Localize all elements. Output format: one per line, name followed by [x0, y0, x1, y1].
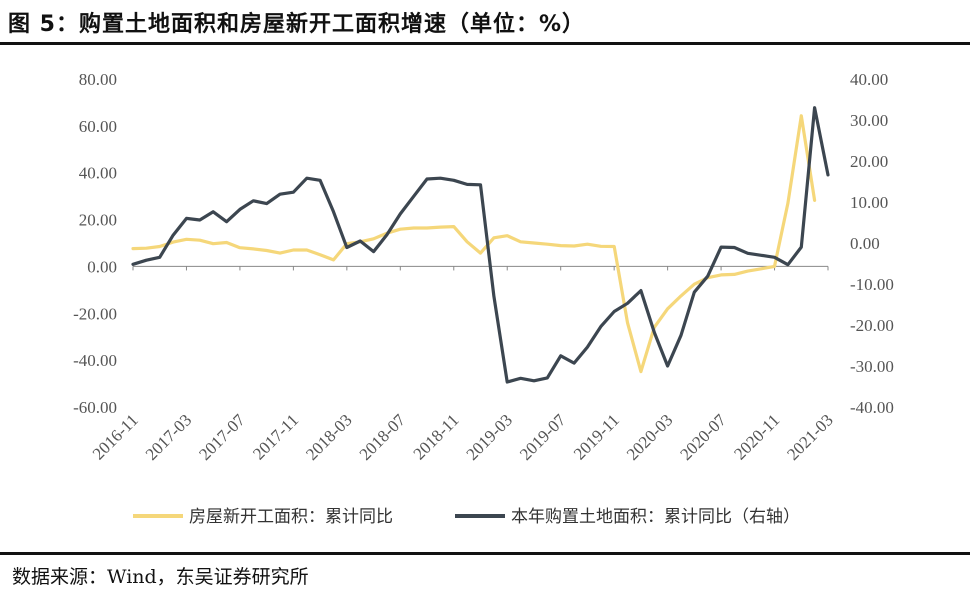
x-tick-label: 2020-11	[730, 410, 783, 463]
series-line-2	[131, 106, 830, 384]
right-tick-label: -20.00	[850, 316, 894, 335]
series-line-1	[131, 114, 817, 374]
x-tick-label: 2020-03	[623, 410, 677, 464]
top-rule	[0, 42, 970, 45]
chart-title: 图 5：购置土地面积和房屋新开工面积增速（单位：%）	[8, 12, 586, 37]
x-tick-label: 2017-11	[249, 410, 302, 463]
legend-label-1: 房屋新开工面积：累计同比	[189, 507, 393, 527]
right-axis-labels: -40.00 -30.00 -20.00 -10.00 0.00 10.00 20.00 30…	[850, 70, 894, 417]
series-layer	[131, 106, 830, 384]
legend-label-2: 本年购置土地面积：累计同比（右轴）	[511, 507, 800, 527]
right-tick-label: 20.00	[850, 152, 888, 171]
right-tick-label: 0.00	[850, 234, 880, 253]
left-tick-label: 40.00	[79, 164, 117, 183]
right-tick-label: 40.00	[850, 70, 888, 89]
x-tick-label: 2021-03	[783, 410, 837, 464]
bottom-rule	[0, 552, 970, 555]
right-tick-label: 10.00	[850, 193, 888, 212]
source-note: 数据来源：Wind，东吴证券研究所	[12, 566, 309, 588]
x-tick-label: 2017-03	[142, 410, 196, 464]
legend: 房屋新开工面积：累计同比 本年购置土地面积：累计同比（右轴）	[133, 507, 800, 527]
line-chart: -60.00 -40.00 -20.00 0.00 20.00 40.00 60.00 80.…	[73, 70, 894, 527]
left-tick-label: 80.00	[79, 70, 117, 89]
left-tick-label: -40.00	[73, 351, 117, 370]
x-axis: 2016-11 2017-03 2017-07 2017-11 2018-03 2018-…	[89, 265, 837, 464]
x-tick-label: 2018-11	[410, 410, 463, 463]
x-tick-label: 2019-07	[516, 410, 570, 464]
left-tick-label: 0.00	[87, 257, 117, 276]
left-tick-label: -20.00	[73, 304, 117, 323]
x-tick-label: 2019-11	[570, 410, 623, 463]
right-tick-label: -10.00	[850, 275, 894, 294]
right-tick-label: -30.00	[850, 357, 894, 376]
x-tick-label: 2017-07	[195, 410, 249, 464]
x-tick-label: 2016-11	[89, 410, 142, 463]
right-tick-label: 30.00	[850, 111, 888, 130]
x-tick-label: 2019-03	[463, 410, 517, 464]
x-tick-label: 2020-07	[676, 410, 730, 464]
x-tick-label: 2018-03	[302, 410, 356, 464]
left-tick-label: -60.00	[73, 398, 117, 417]
left-tick-label: 20.00	[79, 211, 117, 230]
right-tick-label: -40.00	[850, 398, 894, 417]
x-tick-label: 2018-07	[356, 410, 410, 464]
left-axis-labels: -60.00 -40.00 -20.00 0.00 20.00 40.00 60.00 80.…	[73, 70, 117, 417]
title-bar: 图 5：购置土地面积和房屋新开工面积增速（单位：%）	[0, 0, 970, 44]
left-tick-label: 60.00	[79, 117, 117, 136]
